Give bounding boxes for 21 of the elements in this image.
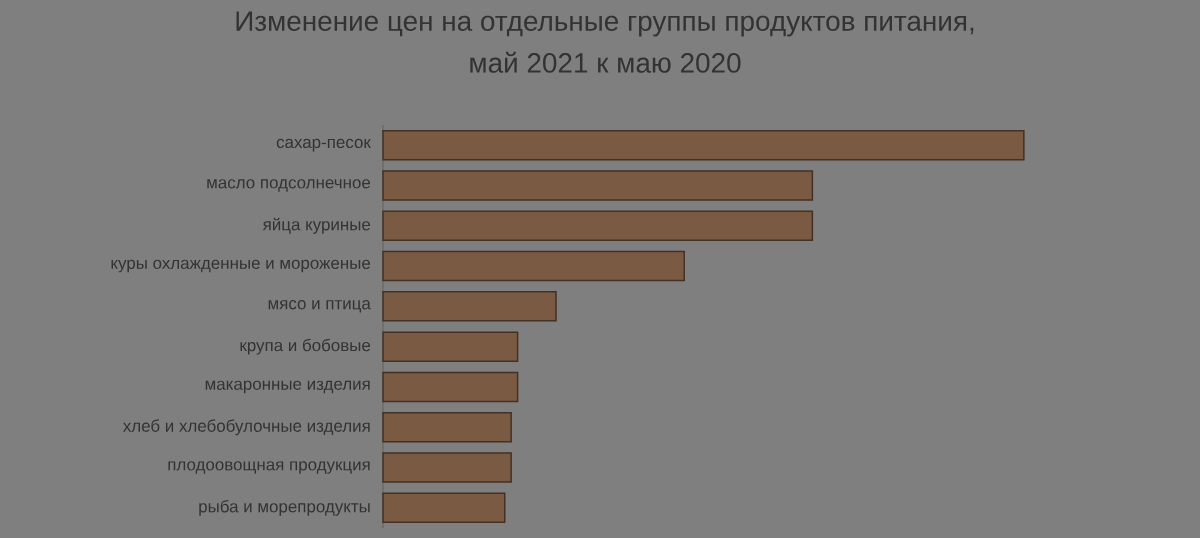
bar: [382, 331, 519, 362]
chart-title: Изменение цен на отдельные группы продуктов питания, май 2021 к маю 2020: [236, 11, 974, 73]
y-tick-label: макаронные изделия: [205, 380, 370, 394]
y-tick-label: крупа и бобовые: [240, 338, 371, 355]
y-tick-label: хлеб и хлебобулочные изделия: [123, 419, 370, 436]
bar: [382, 492, 506, 524]
bar: [382, 250, 685, 282]
y-tick-label: рыба и морепродукты: [199, 499, 370, 516]
y-tick-label: плодоовощная продукция: [168, 461, 370, 474]
bar: [382, 291, 557, 322]
y-tick-label: куры охлажденные и мороженые: [111, 259, 371, 273]
y-tick-label: масло подсолнечное: [207, 179, 371, 192]
y-tick-label: мясо и птица: [268, 300, 371, 313]
bar: [382, 129, 1025, 161]
bar: [382, 210, 814, 241]
bar: [382, 452, 512, 483]
bar: [382, 412, 512, 443]
y-tick-label: сахар-песок: [276, 138, 371, 152]
bar: [382, 170, 814, 201]
y-tick-label: яйца куриные: [262, 217, 371, 234]
bar: [382, 371, 519, 403]
